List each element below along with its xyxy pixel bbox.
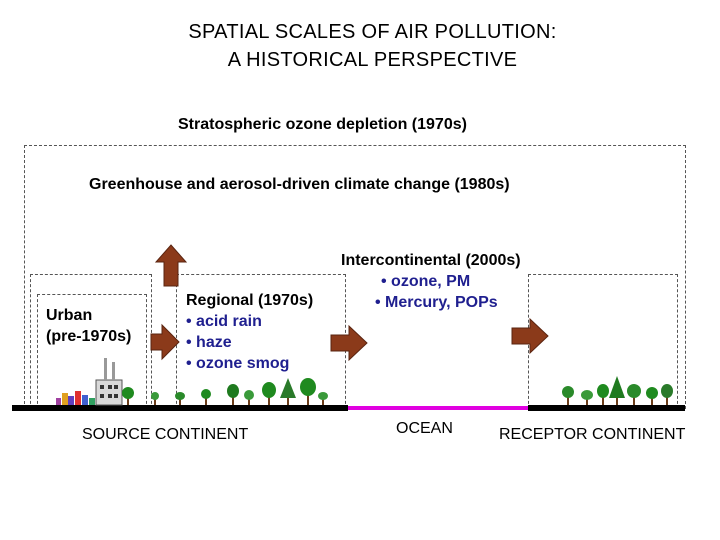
tree-icon bbox=[609, 376, 625, 405]
tree-icon bbox=[646, 387, 658, 405]
ocean-label: OCEAN bbox=[396, 420, 453, 437]
urban-label-line-1: Urban bbox=[46, 307, 93, 324]
title-line-2: A HISTORICAL PERSPECTIVE bbox=[227, 49, 518, 71]
regional-bullet-ozone-smog: • ozone smog bbox=[186, 355, 290, 372]
tree-icon bbox=[661, 384, 673, 405]
tree-icon bbox=[262, 382, 276, 405]
ocean-line bbox=[348, 406, 528, 410]
arrow-right-icon bbox=[330, 324, 368, 362]
tree-icon bbox=[244, 390, 254, 405]
source-continent-label: SOURCE CONTINENT bbox=[82, 426, 249, 443]
tree-icon bbox=[627, 384, 641, 405]
tree-icon bbox=[581, 390, 593, 405]
intercontinental-bullet-ozone-pm: • ozone, PM bbox=[381, 273, 471, 290]
tree-icon bbox=[151, 392, 159, 405]
tree-icon bbox=[201, 389, 211, 405]
regional-bullet-acid-rain: • acid rain bbox=[186, 313, 262, 330]
diagram-title: SPATIAL SCALES OF AIR POLLUTION: A HISTO… bbox=[0, 18, 720, 74]
intercontinental-bullet-mercury-pops: • Mercury, POPs bbox=[375, 294, 498, 311]
tree-icon bbox=[227, 384, 239, 405]
arrow-right-icon bbox=[150, 323, 180, 361]
arrow-right-icon bbox=[511, 317, 549, 355]
tree-icon bbox=[300, 378, 316, 405]
arrow-up-icon bbox=[154, 244, 188, 287]
tree-icon bbox=[280, 378, 296, 405]
title-line-1: SPATIAL SCALES OF AIR POLLUTION: bbox=[188, 21, 557, 43]
receptor-ground-line bbox=[528, 405, 685, 411]
receptor-continent-label: RECEPTOR CONTINENT bbox=[499, 426, 686, 443]
tree-icon bbox=[597, 384, 609, 405]
factory-icon bbox=[56, 358, 123, 406]
tree-icon bbox=[175, 392, 185, 405]
tree-icon bbox=[318, 392, 328, 405]
tree-icon bbox=[122, 387, 134, 405]
regional-heading: Regional (1970s) bbox=[186, 292, 314, 309]
tree-icon bbox=[562, 386, 574, 405]
urban-label-line-2: (pre-1970s) bbox=[46, 328, 132, 345]
regional-label: Regional (1970s) • acid rain • haze • oz… bbox=[186, 290, 313, 374]
urban-label: Urban (pre-1970s) bbox=[46, 305, 131, 347]
regional-bullet-haze: • haze bbox=[186, 334, 232, 351]
intercontinental-heading: Intercontinental (2000s) bbox=[341, 252, 521, 269]
intercontinental-label: Intercontinental (2000s) • ozone, PM • M… bbox=[341, 250, 521, 313]
stratospheric-label: Stratospheric ozone depletion (1970s) bbox=[178, 116, 467, 133]
greenhouse-label: Greenhouse and aerosol-driven climate ch… bbox=[89, 176, 510, 193]
source-ground-line bbox=[12, 405, 348, 411]
